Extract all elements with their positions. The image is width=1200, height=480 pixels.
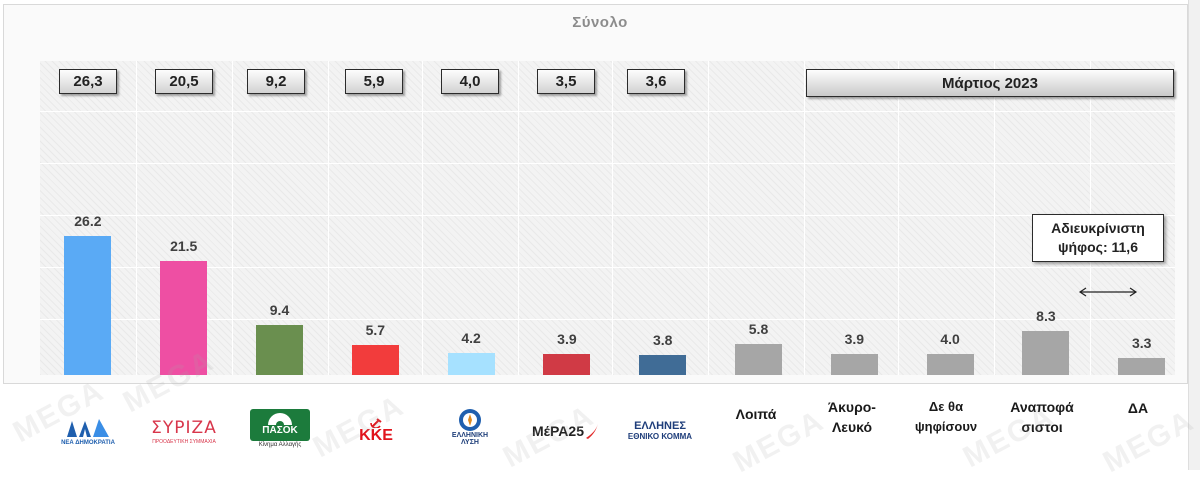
- category-label-da: ΔΑ: [1090, 384, 1186, 446]
- bar: [160, 261, 208, 375]
- category-label-text: Άκυρο- Λευκό: [828, 384, 876, 437]
- bar-value-label: 21.5: [170, 238, 198, 255]
- plot-area: [40, 61, 1175, 375]
- gridline: [40, 215, 1175, 216]
- category-label-loipa: Λοιπά: [708, 384, 804, 446]
- chart-title: Σύνολο: [572, 14, 628, 31]
- double-arrow-icon: [1078, 287, 1138, 297]
- category-label-text: Δε θα ψηφίσουν: [915, 384, 977, 437]
- pasok-logo-caption: Κίνημα Αλλαγής: [258, 441, 302, 448]
- category-label-text: ΔΑ: [1127, 400, 1149, 416]
- bar-value-label: 5.8: [748, 321, 769, 338]
- previous-value-ellines: 3,6: [627, 69, 685, 94]
- undecided-note-line2: ψήφος: 11,6: [1058, 239, 1138, 255]
- period-label: Μάρτιος 2023: [806, 69, 1174, 97]
- bar-value-label: 3.9: [557, 331, 577, 348]
- nd-logo-icon: [67, 418, 109, 437]
- bar-value-label: 3.3: [1131, 334, 1152, 351]
- elliniki-lysi-logo-icon: [459, 409, 481, 431]
- logo-elliniki-lysi: ΕΛΛΗΝΙΚΗ ΛΥΣΗ: [422, 384, 518, 462]
- ellines-logo-mark2: ΕΘΝΙΚΟ ΚΟΜΜΑ: [627, 432, 693, 441]
- category-label-de-tha-psifisoun: Δε θα ψηφίσουν: [898, 384, 994, 446]
- bar-value-label: 9.4: [269, 302, 290, 319]
- previous-value-elliniki-lysi: 4,0: [441, 69, 499, 94]
- bar-value-label: 5.7: [365, 321, 386, 338]
- bar: [64, 236, 112, 375]
- pasok-logo-icon: ΠΑΣΟΚ: [250, 408, 310, 441]
- gridline: [422, 61, 423, 375]
- elliniki-lysi-caption2: ΛΥΣΗ: [461, 439, 479, 446]
- gridline: [40, 163, 1175, 164]
- bar: [735, 344, 782, 375]
- category-label-line1: Αναποφά: [1010, 399, 1074, 415]
- gridline: [328, 61, 329, 375]
- previous-value-syriza: 20,5: [155, 69, 213, 94]
- previous-value-mera25: 3,5: [537, 69, 595, 94]
- bar-value-label: 4.2: [461, 329, 481, 346]
- gridline: [136, 61, 137, 375]
- category-label-akyro-lefko: Άκυρο- Λευκό: [804, 384, 900, 446]
- bar: [351, 344, 399, 375]
- category-label-text: Λοιπά: [735, 406, 777, 422]
- gridline: [612, 61, 613, 375]
- bar: [1022, 331, 1070, 375]
- syriza-logo-caption: ΠΡΟΟΔΕΥΤΙΚΗ ΣΥΜΜΑΧΙΑ: [152, 438, 216, 445]
- gridline: [518, 61, 519, 375]
- bar-value-label: 3.8: [652, 331, 673, 348]
- gridline: [994, 61, 995, 375]
- elliniki-lysi-caption1: ΕΛΛΗΝΙΚΗ: [451, 432, 489, 439]
- nd-logo-caption: ΝΕΑ ΔΗΜΟΚΡΑΤΙΑ: [61, 439, 115, 446]
- logo-ellines: ΕΛΛΗΝΕΣ ΕΘΝΙΚΟ ΚΟΜΜΑ: [612, 384, 708, 462]
- hammer-sickle-icon: [370, 418, 382, 428]
- undecided-note-line1: Αδιευκρίνιστη: [1051, 220, 1145, 236]
- scroll-edge: [1188, 0, 1200, 470]
- mera25-logo-mark: ΜέΡΑ25: [532, 423, 584, 439]
- category-label-line2: ψηφίσουν: [914, 419, 978, 434]
- pasok-logo-mark: ΠΑΣΟΚ: [262, 425, 298, 436]
- bar: [926, 353, 974, 375]
- gridline: [708, 61, 709, 375]
- gridline: [804, 61, 805, 375]
- bar-value-label: 8.3: [1036, 308, 1056, 324]
- bar: [830, 354, 878, 375]
- bar: [256, 325, 303, 375]
- undecided-vote-note: Αδιευκρίνιστη ψήφος: 11,6: [1032, 214, 1164, 262]
- bar: [447, 352, 495, 375]
- ellines-logo-mark1: ΕΛΛΗΝΕΣ: [634, 420, 686, 432]
- bar-value-label: 3.9: [844, 331, 865, 348]
- gridline: [40, 319, 1175, 320]
- bar: [1118, 357, 1166, 375]
- category-label-text: Αναποφά σιστοι: [1010, 384, 1074, 437]
- gridline: [40, 111, 1175, 112]
- bar: [543, 354, 591, 375]
- bar-value-label: 26.2: [74, 213, 102, 230]
- syriza-logo-mark: ΣΥΡΙΖΑ: [151, 417, 217, 438]
- category-label-line2: σιστοι: [1021, 419, 1063, 435]
- gridline: [232, 61, 233, 375]
- gridline: [898, 61, 899, 375]
- previous-value-nd: 26,3: [59, 69, 117, 94]
- previous-value-pasok: 9,2: [247, 69, 305, 94]
- logo-mera25: ΜέΡΑ25: [518, 384, 614, 462]
- category-label-line2: Λευκό: [831, 419, 872, 435]
- bar: [639, 354, 687, 375]
- bar-value-label: 4.0: [940, 330, 960, 347]
- kke-logo-mark: ΚΚΕ: [359, 427, 393, 444]
- category-label-anapofasistoi: Αναποφά σιστοι: [994, 384, 1090, 446]
- logo-pasok: ΠΑΣΟΚ Κίνημα Αλλαγής: [232, 384, 328, 462]
- previous-value-kke: 5,9: [345, 69, 403, 94]
- sun-icon: [268, 413, 292, 425]
- category-label-line1: Άκυρο-: [828, 399, 876, 415]
- gridline: [40, 267, 1175, 268]
- logo-nd: ΝΕΑ ΔΗΜΟΚΡΑΤΙΑ: [40, 384, 136, 462]
- logo-kke: ΚΚΕ: [328, 384, 424, 462]
- category-label-line1: Δε θα: [928, 399, 964, 414]
- mera25-swoosh-icon: [585, 424, 598, 439]
- logo-syriza: ΣΥΡΙΖΑ ΠΡΟΟΔΕΥΤΙΚΗ ΣΥΜΜΑΧΙΑ: [136, 384, 232, 462]
